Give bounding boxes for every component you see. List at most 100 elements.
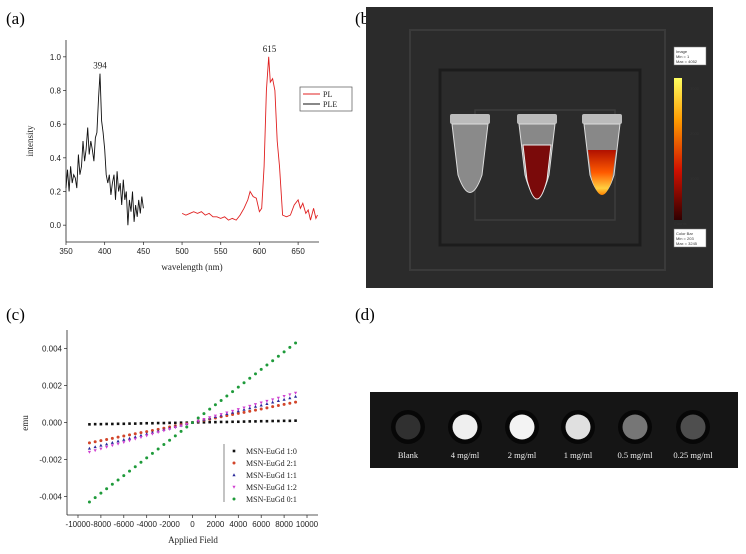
data-point: [122, 474, 126, 478]
colorbar-tick: 3000: [690, 86, 700, 91]
data-point: [225, 394, 229, 398]
data-point: [265, 419, 269, 423]
data-point: [191, 421, 194, 424]
spectrum-chart: wavelength (nm) intensity PL PLE 350 400 4…: [25, 40, 353, 272]
sample-label: 1 mg/ml: [564, 450, 593, 460]
data-point: [248, 404, 252, 408]
data-point: [156, 421, 160, 425]
x-tick-label: -6000: [114, 520, 135, 529]
y-tick-label: 0.2: [50, 188, 62, 197]
x-tick-label: -2000: [159, 520, 180, 529]
data-point: [93, 445, 97, 449]
data-point: [87, 446, 92, 450]
data-point: [150, 432, 155, 436]
sample-label: 2 mg/ml: [508, 450, 537, 460]
data-point: [133, 435, 137, 439]
series-4: [87, 391, 298, 454]
data-point: [293, 394, 298, 398]
data-point: [202, 412, 206, 416]
x-tick-label: 6000: [252, 520, 270, 529]
colorbar-box-title: Color Bar: [676, 231, 694, 236]
data-point: [288, 396, 292, 400]
legend-marker: [232, 449, 236, 453]
mri-sample: 0.5 mg/ml: [618, 410, 654, 460]
data-point: [208, 407, 212, 411]
data-point: [168, 421, 171, 425]
data-point: [133, 437, 137, 441]
mri-sample: Blank: [391, 410, 425, 460]
data-point: [236, 385, 240, 389]
data-point: [231, 420, 234, 424]
data-point: [265, 399, 269, 403]
data-point: [254, 420, 257, 423]
x-tick-label: 4000: [229, 520, 247, 529]
data-point: [231, 413, 235, 417]
x-tick-label: -8000: [91, 520, 112, 529]
tube-bright: [582, 114, 622, 195]
data-point: [133, 432, 137, 436]
mri-sample: 0.25 mg/ml: [673, 410, 713, 460]
data-point: [122, 438, 126, 441]
colorbar-tick: 1000: [690, 176, 700, 181]
data-point: [111, 422, 114, 426]
data-point: [128, 469, 132, 473]
data-point: [259, 367, 263, 371]
data-point: [99, 447, 103, 451]
data-point: [116, 422, 120, 426]
y-tick-label: 1.0: [50, 53, 62, 62]
data-point: [294, 341, 298, 345]
data-point: [213, 414, 218, 418]
data-point: [213, 403, 217, 407]
x-tick-label: 550: [214, 247, 228, 256]
data-point: [122, 434, 126, 438]
legend-label: MSN-EuGd 0:1: [246, 495, 297, 504]
x-tick-label: 10000: [296, 520, 319, 529]
data-point: [145, 421, 148, 425]
data-point: [259, 401, 263, 405]
data-point: [93, 449, 97, 453]
data-point: [105, 438, 109, 442]
data-point: [225, 420, 229, 424]
data-point: [259, 419, 263, 423]
data-point: [116, 435, 120, 439]
legend-marker: [232, 485, 236, 489]
data-point: [185, 422, 189, 426]
data-point: [162, 443, 166, 447]
magnetization-chart: Applied Field emu MSN-EuGd 1:0 MSN-EuGd 2…: [20, 330, 319, 545]
x-tick-label: 650: [291, 247, 305, 256]
data-point: [145, 434, 149, 438]
data-point: [133, 422, 137, 425]
y-tick-label: 0.004: [42, 345, 63, 354]
x-tick-label: 2000: [207, 520, 225, 529]
data-point: [230, 409, 235, 413]
data-point: [150, 428, 154, 432]
sample-label: 0.5 mg/ml: [618, 450, 654, 460]
data-point: [167, 427, 172, 431]
data-point: [110, 436, 114, 440]
data-point: [122, 441, 126, 444]
sample-signal: [509, 414, 535, 440]
data-point: [133, 465, 137, 469]
data-point: [259, 403, 263, 407]
data-point: [208, 420, 211, 424]
data-point: [99, 422, 103, 426]
data-point: [116, 439, 120, 443]
series-5: [87, 341, 298, 504]
image-box-min: Min = 1: [676, 54, 690, 59]
data-point: [219, 398, 223, 402]
image-box-title: Image: [676, 49, 688, 54]
data-point: [179, 429, 183, 433]
data-point: [253, 372, 257, 376]
peak-annotation: 394: [93, 61, 107, 71]
mri-sample: 1 mg/ml: [561, 410, 595, 460]
data-point: [271, 400, 275, 404]
data-point: [179, 421, 183, 424]
data-point: [139, 460, 143, 464]
x-tick-label: -4000: [136, 520, 157, 529]
data-point: [282, 397, 286, 401]
y-tick-label: -0.002: [39, 456, 62, 465]
data-point: [139, 422, 143, 425]
data-point: [179, 424, 183, 428]
data-point: [116, 478, 120, 482]
data-point: [185, 425, 189, 429]
